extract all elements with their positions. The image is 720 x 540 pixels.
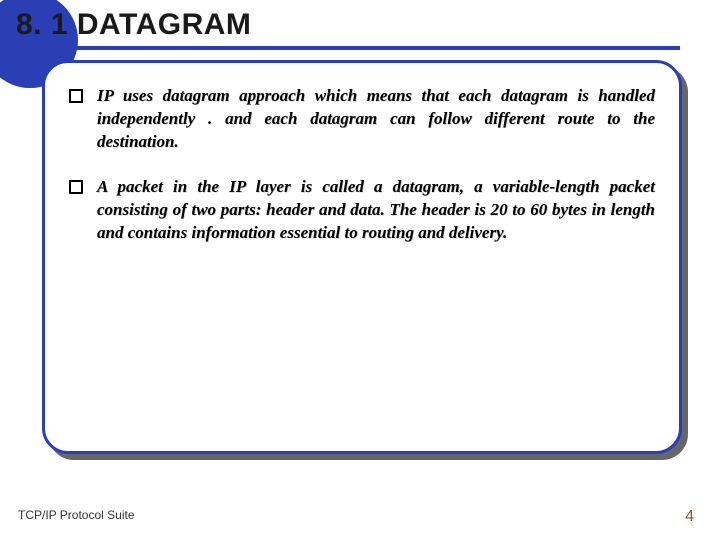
page-number: 4 — [685, 508, 694, 526]
content-box: IP uses datagram approach which means th… — [42, 60, 682, 454]
bullet-text: A packet in the IP layer is called a dat… — [97, 176, 655, 245]
footer-source: TCP/IP Protocol Suite — [18, 508, 135, 522]
slide: 8. 1 DATAGRAM IP uses datagram approach … — [0, 0, 720, 540]
bullet-text: IP uses datagram approach which means th… — [97, 85, 655, 154]
slide-heading: 8. 1 DATAGRAM — [16, 8, 251, 42]
checkbox-icon — [69, 180, 83, 194]
checkbox-icon — [69, 89, 83, 103]
bullet-item: A packet in the IP layer is called a dat… — [69, 176, 655, 245]
heading-underline — [16, 46, 680, 50]
bullet-item: IP uses datagram approach which means th… — [69, 85, 655, 154]
